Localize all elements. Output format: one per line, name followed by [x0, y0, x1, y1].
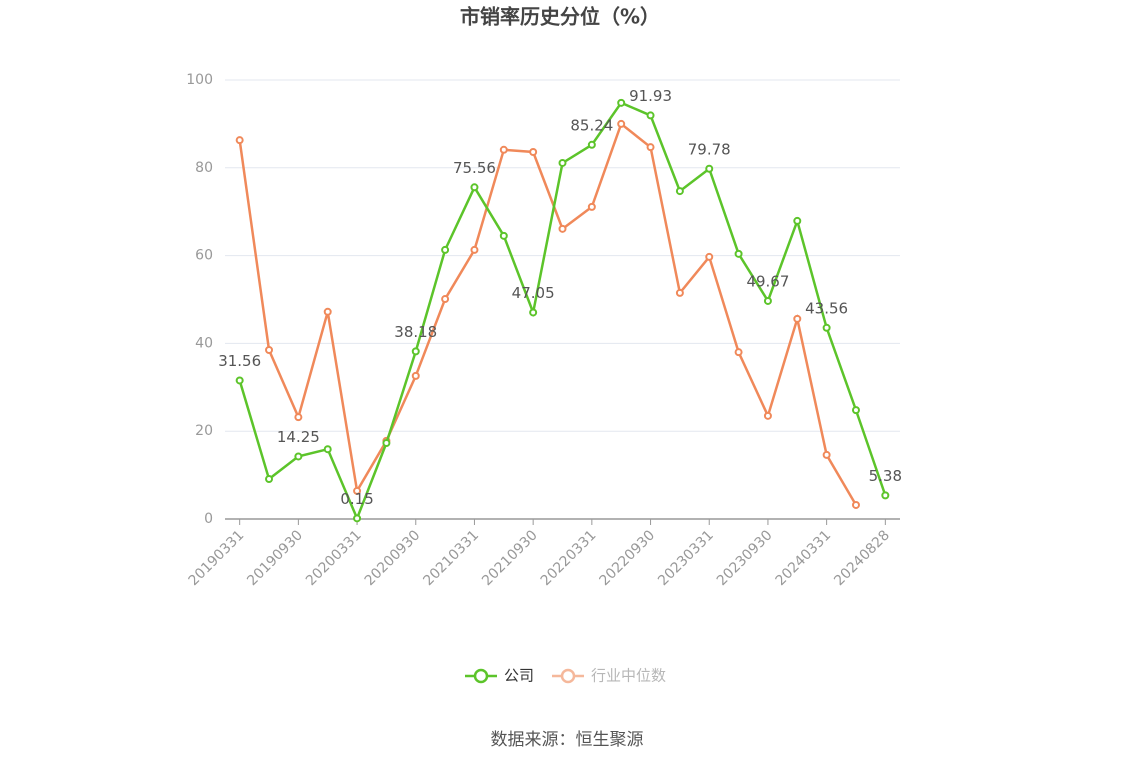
series-line [238, 121, 858, 506]
data-point [793, 314, 802, 323]
data-label: 0.15 [340, 490, 373, 508]
y-tick-label: 40 [195, 335, 213, 351]
data-point [382, 439, 391, 448]
data-point [734, 249, 743, 258]
data-point [587, 202, 596, 211]
data-point [353, 486, 362, 495]
data-point [235, 376, 244, 385]
data-point [851, 500, 860, 509]
x-tick-label: 20220331 [538, 527, 600, 589]
chart-title: 市销率历史分位（%） [460, 5, 660, 29]
data-point [353, 514, 362, 523]
data-point [675, 187, 684, 196]
data-point [470, 183, 479, 192]
data-point [705, 164, 714, 173]
x-tick-label: 20240331 [773, 527, 835, 589]
legend-item[interactable]: 行业中位数 [552, 667, 666, 685]
data-point [529, 147, 538, 156]
data-point [763, 411, 772, 420]
data-point [411, 371, 420, 380]
data-label: 5.38 [869, 467, 902, 485]
legend-marker [473, 668, 489, 684]
data-point [499, 145, 508, 154]
data-label: 79.78 [688, 140, 731, 158]
data-point [470, 245, 479, 254]
data-point [617, 98, 626, 107]
data-point [617, 119, 626, 128]
data-point [675, 288, 684, 297]
data-point [441, 295, 450, 304]
data-label: 47.05 [512, 284, 555, 302]
data-point [822, 450, 831, 459]
x-tick-label: 20210930 [479, 527, 541, 589]
y-tick-label: 80 [195, 160, 213, 176]
data-point [763, 296, 772, 305]
x-tick-label: 20240828 [831, 527, 893, 589]
x-tick-label: 20200930 [362, 527, 424, 589]
data-point [558, 224, 567, 233]
data-label: 75.56 [453, 159, 496, 177]
data-point [294, 413, 303, 422]
x-tick-label: 20210331 [420, 527, 482, 589]
data-point [705, 252, 714, 261]
x-tick-label: 20230930 [714, 527, 776, 589]
data-label: 85.24 [570, 116, 613, 134]
x-tick-label: 20230331 [655, 527, 717, 589]
data-point [793, 216, 802, 225]
data-point [646, 143, 655, 152]
y-tick-label: 100 [186, 72, 213, 88]
data-point [235, 136, 244, 145]
data-point [265, 345, 274, 354]
data-point [441, 245, 450, 254]
data-label: 31.56 [218, 352, 261, 370]
x-tick-label: 20190930 [244, 527, 306, 589]
legend-label: 行业中位数 [591, 667, 666, 685]
y-tick-label: 20 [195, 423, 213, 439]
data-point [734, 348, 743, 357]
data-point [499, 231, 508, 240]
legend-item[interactable]: 公司 [465, 667, 534, 685]
data-label: 38.18 [394, 323, 437, 341]
data-label: 91.93 [629, 87, 672, 105]
x-tick-label: 20190331 [186, 527, 248, 589]
data-point [529, 308, 538, 317]
data-label: 43.56 [805, 299, 848, 317]
data-point [646, 111, 655, 120]
data-point [265, 475, 274, 484]
source-note: 数据来源：恒生聚源 [491, 730, 644, 750]
x-tick-label: 20220930 [596, 527, 658, 589]
data-point [881, 491, 890, 500]
y-tick-label: 60 [195, 248, 213, 264]
y-tick-label: 0 [204, 511, 213, 527]
x-tick-label: 20200331 [303, 527, 365, 589]
data-point [587, 140, 596, 149]
data-point [294, 452, 303, 461]
data-point [822, 323, 831, 332]
data-point [323, 307, 332, 316]
data-point [411, 347, 420, 356]
data-label: 49.67 [746, 272, 789, 290]
legend-marker [560, 668, 576, 684]
data-label: 14.25 [277, 428, 320, 446]
data-point [851, 406, 860, 415]
data-point [558, 158, 567, 167]
data-point [323, 445, 332, 454]
legend-label: 公司 [504, 667, 534, 685]
